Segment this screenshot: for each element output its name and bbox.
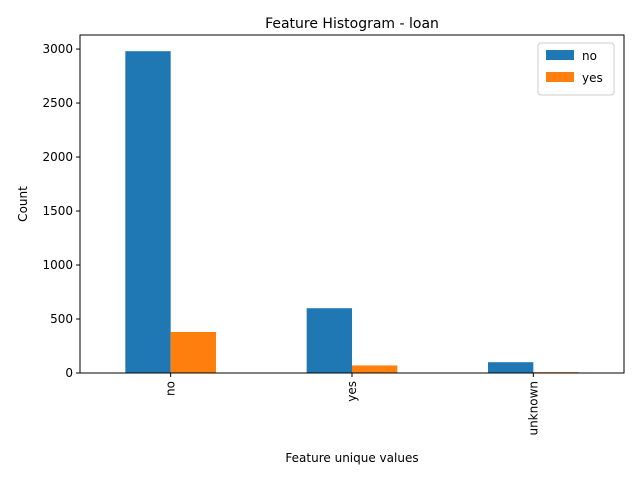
chart-title: Feature Histogram - loan <box>265 16 439 32</box>
bar-no-unknown <box>488 362 534 373</box>
y-tick-label: 3000 <box>42 42 73 56</box>
y-tick-label: 1000 <box>42 258 73 272</box>
legend: no yes <box>537 42 615 96</box>
x-axis-label: Feature unique values <box>285 451 418 465</box>
bar-no-no <box>125 51 171 373</box>
bar-no-yes <box>306 308 352 373</box>
legend-swatch-no <box>546 50 574 60</box>
bars-group <box>125 51 579 373</box>
legend-label-yes: yes <box>582 71 603 85</box>
y-axis: 0 500 1000 1500 2000 2500 3000 <box>42 42 80 380</box>
x-axis: no yes unknown <box>164 373 540 436</box>
y-tick-label: 2000 <box>42 150 73 164</box>
x-tick-label: unknown <box>526 381 540 436</box>
y-tick-label: 0 <box>65 366 73 380</box>
bar-yes-yes <box>352 365 398 373</box>
legend-label-no: no <box>582 49 597 63</box>
y-tick-label: 1500 <box>42 204 73 218</box>
x-tick-label: yes <box>345 381 359 402</box>
y-tick-label: 500 <box>50 312 73 326</box>
y-tick-label: 2500 <box>42 96 73 110</box>
bar-yes-no <box>170 331 216 373</box>
x-tick-label: no <box>164 381 178 396</box>
y-axis-label: Count <box>16 186 30 222</box>
legend-swatch-yes <box>546 72 574 82</box>
